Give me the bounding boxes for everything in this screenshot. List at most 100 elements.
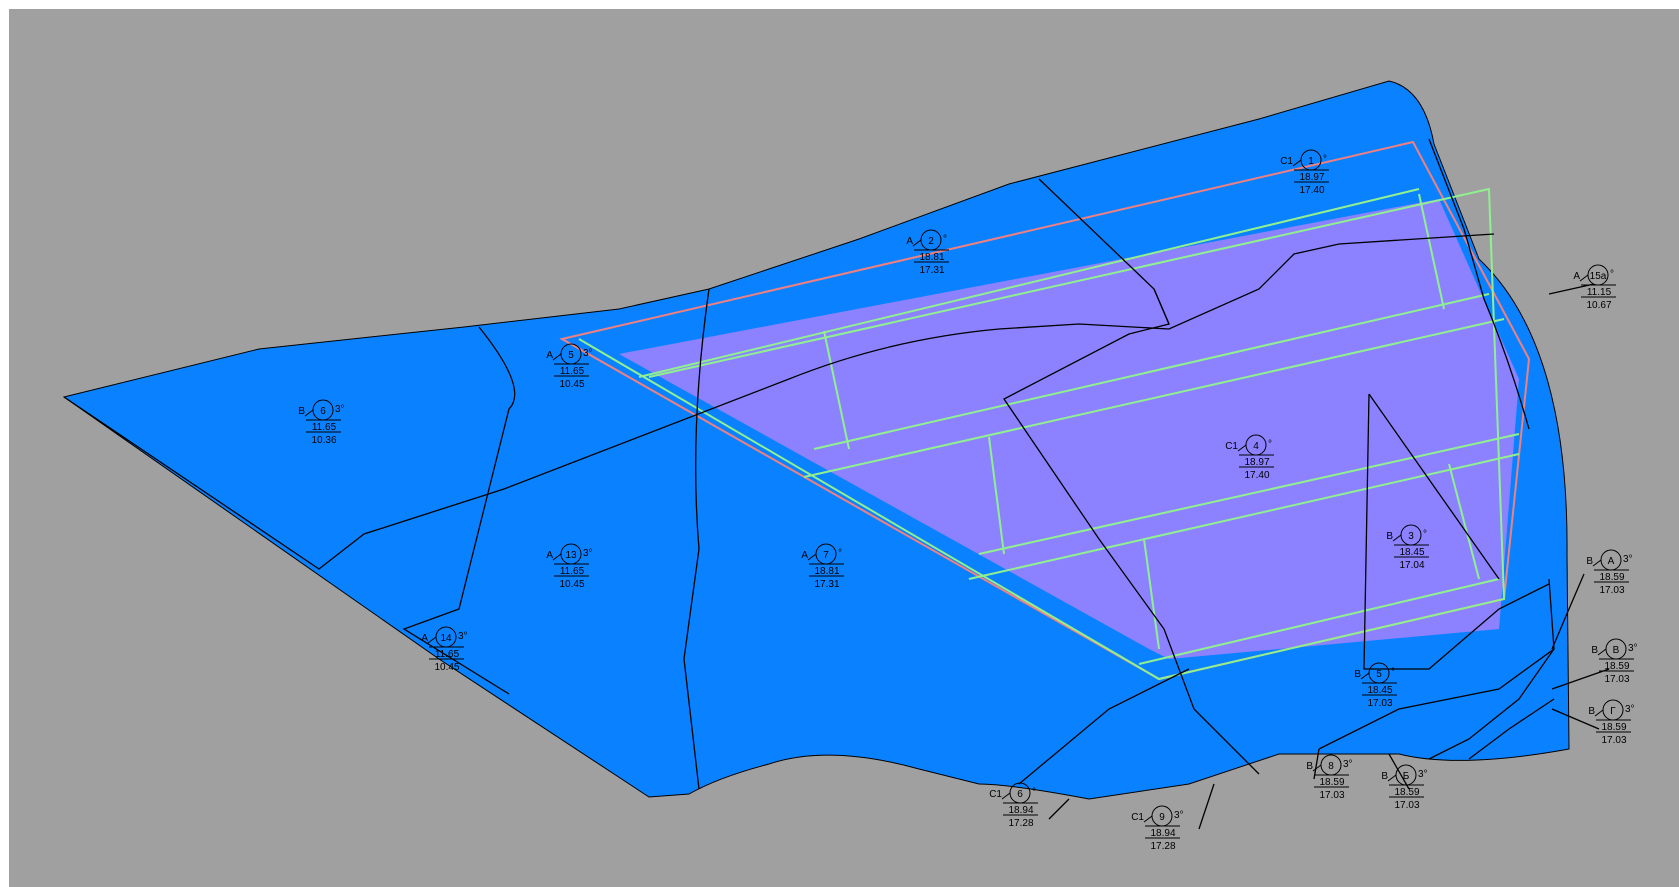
label-elev-bottom: 17.03 [1604, 674, 1629, 685]
label-number: А [1608, 556, 1615, 567]
label-elev-bottom: 17.40 [1299, 185, 1324, 196]
elevation-label: В Г 3° 18.59 17.03 [1588, 699, 1635, 746]
label-slash [1143, 815, 1153, 823]
parcel-line [1318, 578, 1555, 750]
label-suffix: 3° [1623, 554, 1633, 565]
drawing-viewport[interactable]: С1 1 ° 18.97 17.40 А 2 ° 18.81 17.31 А 5 3° 11.65 10.4… [9, 9, 1679, 887]
label-number: 9 [1159, 812, 1165, 823]
label-number: 5 [1376, 669, 1382, 680]
label-prefix: А [906, 236, 913, 247]
label-slash [1594, 709, 1604, 717]
label-elev-bottom: 17.03 [1601, 735, 1626, 746]
label-number: 3 [1408, 531, 1414, 542]
offset-line [823, 330, 850, 450]
label-elev-bottom: 17.28 [1150, 841, 1175, 852]
label-number: 2 [928, 236, 934, 247]
label-suffix: ° [1423, 529, 1427, 540]
parcel-line [1428, 648, 1555, 760]
label-slash [1597, 648, 1607, 656]
label-elev-bottom: 17.28 [1008, 818, 1033, 829]
label-number: 14 [440, 633, 452, 644]
label-elev-top: 18.59 [1319, 777, 1344, 788]
label-prefix: А [546, 550, 553, 561]
elevation-label: В В 3° 18.59 17.03 [1591, 638, 1638, 685]
label-slash [1387, 774, 1397, 782]
parcel-line [1551, 573, 1585, 650]
label-number: 15а [1590, 271, 1607, 282]
label-slash [1360, 672, 1370, 680]
offset-line [978, 433, 1520, 555]
parcel-line [1388, 753, 1410, 790]
building-offset-lines [578, 187, 1520, 681]
elevation-label: А 7 ° 18.81 17.31 [801, 543, 844, 590]
label-elev-bottom: 17.03 [1367, 698, 1392, 709]
label-slash [1001, 792, 1011, 800]
label-suffix: 3° [583, 548, 593, 559]
elevation-label: В А 3° 18.59 17.03 [1586, 549, 1633, 596]
parcel-line [1153, 288, 1170, 325]
elevation-label: С1 9 3° 18.94 17.28 [1131, 805, 1184, 852]
label-prefix: В [298, 406, 305, 417]
label-number: 7 [823, 550, 829, 561]
label-suffix: 3° [1343, 759, 1353, 770]
label-slash [1237, 444, 1247, 452]
parcel-lines [63, 138, 1610, 830]
label-elev-top: 11.65 [560, 366, 585, 377]
label-elev-top: 18.81 [814, 566, 839, 577]
label-slash [1592, 559, 1602, 567]
label-prefix: А [1573, 271, 1580, 282]
label-number: Г [1610, 706, 1616, 717]
offset-line [638, 188, 1420, 378]
label-suffix: ° [1391, 667, 1395, 678]
elevation-label: А 13 3° 11.65 10.45 [546, 543, 593, 590]
label-prefix: В [1386, 531, 1393, 542]
label-number: В [1613, 645, 1620, 656]
label-elev-bottom: 17.03 [1319, 790, 1344, 801]
elevation-label: С1 1 ° 18.97 17.40 [1280, 149, 1329, 196]
label-suffix: ° [1268, 439, 1272, 450]
elevation-label: В Б 3° 18.59 17.03 [1381, 764, 1428, 811]
elevation-label: А 5 3° 11.65 10.45 [546, 343, 593, 390]
label-suffix: ° [1610, 269, 1614, 280]
label-suffix: 3° [1418, 769, 1428, 780]
label-prefix: С1 [1225, 441, 1238, 452]
label-elev-top: 18.94 [1008, 805, 1033, 816]
label-prefix: С1 [989, 789, 1002, 800]
label-elev-top: 18.45 [1367, 685, 1392, 696]
label-prefix: В [1306, 761, 1313, 772]
elevation-label: С1 4 ° 18.97 17.40 [1225, 434, 1274, 481]
parcel-line [1551, 668, 1610, 690]
label-number: 6 [1017, 789, 1023, 800]
label-suffix: 3° [1625, 704, 1635, 715]
parcel-line [402, 326, 516, 695]
site-boundary-line [559, 140, 1531, 681]
label-number: 1 [1308, 156, 1314, 167]
offset-line [1418, 193, 1445, 310]
label-prefix: В [1591, 645, 1598, 656]
label-elev-bottom: 10.67 [1586, 300, 1611, 311]
label-slash [427, 636, 437, 644]
parcel-line [1548, 283, 1595, 295]
label-elev-bottom: 17.40 [1244, 470, 1269, 481]
label-prefix: А [546, 350, 553, 361]
label-suffix: ° [1323, 154, 1327, 165]
offset-line [968, 453, 1520, 580]
label-elev-top: 18.81 [919, 252, 944, 263]
label-elev-bottom: 17.31 [919, 265, 944, 276]
label-elev-top: 11.65 [560, 566, 585, 577]
parcel-line [1313, 748, 1320, 780]
label-number: Б [1403, 771, 1410, 782]
label-elev-top: 18.59 [1601, 722, 1626, 733]
parcel-line [1468, 698, 1555, 760]
label-elev-top: 11.65 [435, 649, 460, 660]
label-slash [1579, 274, 1589, 282]
label-elev-bottom: 10.45 [559, 579, 584, 590]
label-slash [552, 353, 562, 361]
label-suffix: 3° [458, 631, 468, 642]
parcel-line [63, 233, 1495, 570]
label-elev-top: 18.97 [1299, 172, 1324, 183]
label-suffix: ° [943, 234, 947, 245]
label-slash [1292, 159, 1302, 167]
label-suffix: 3° [583, 348, 593, 359]
